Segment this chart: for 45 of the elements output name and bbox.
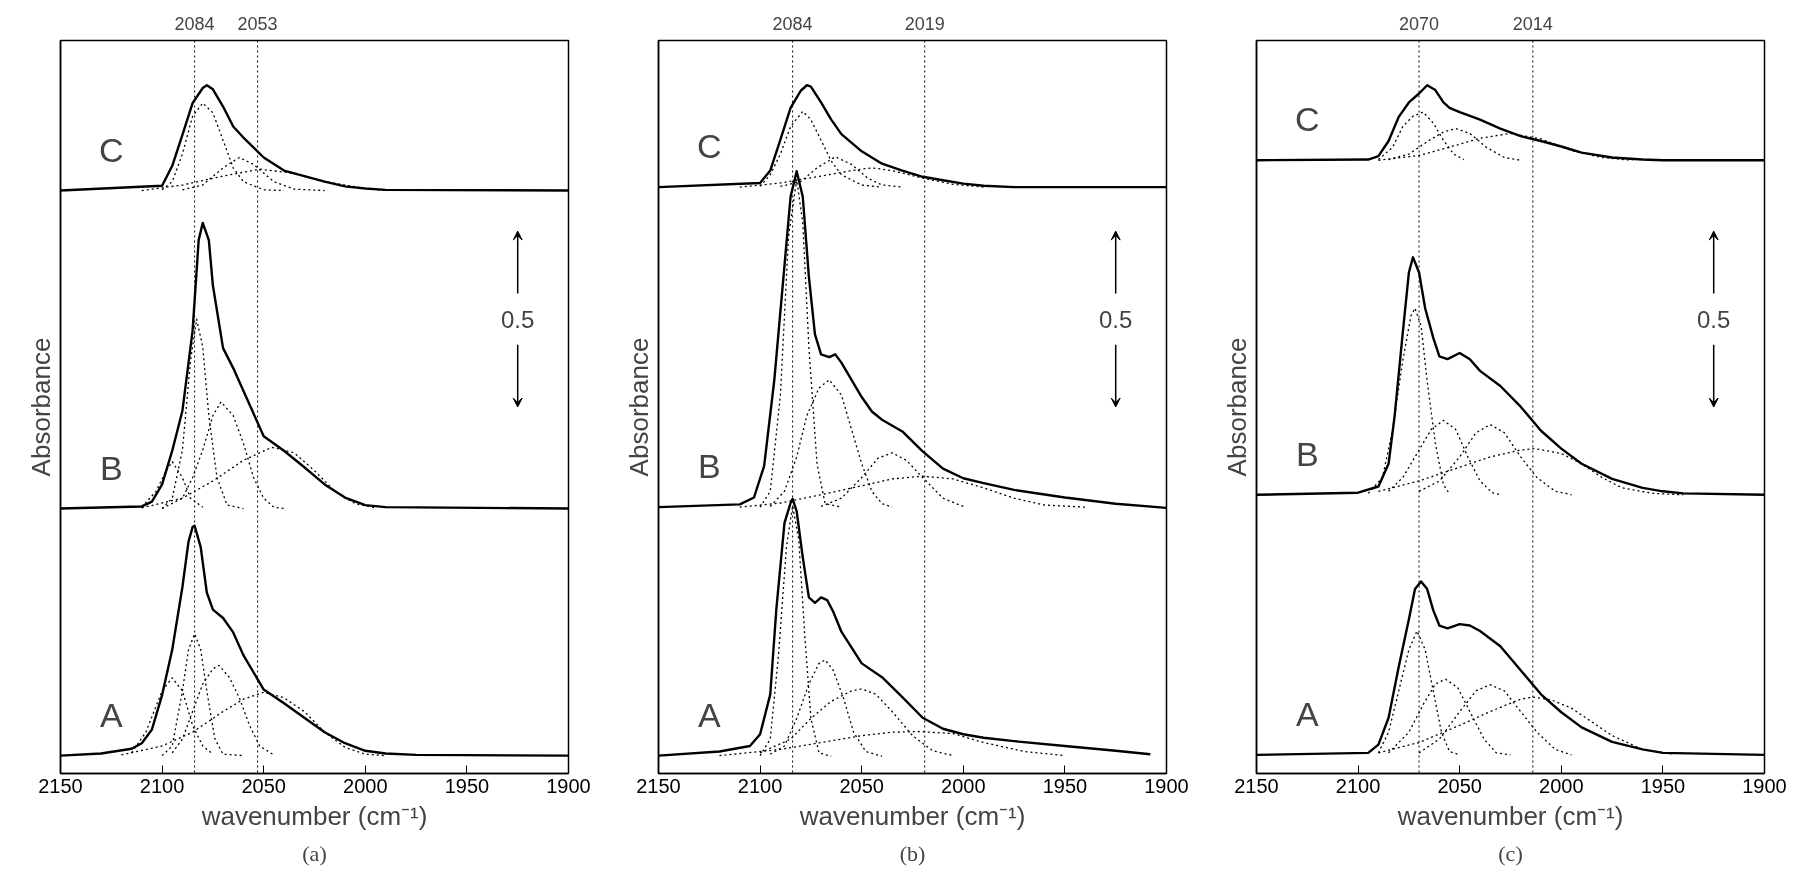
x-tick-label: 2050 [839, 774, 884, 797]
x-tick-label: 2050 [1437, 774, 1482, 797]
series-label: B [697, 447, 721, 486]
annotation: 0.5 [1697, 305, 1731, 333]
x-tick-label: 1950 [1042, 774, 1088, 797]
ref-line-label: 2084 [772, 13, 813, 34]
series-label: A [697, 695, 721, 734]
x-tick-label: 1950 [1640, 774, 1686, 797]
x-tick-label: 1900 [546, 774, 591, 797]
x-tick-label: 2150 [38, 774, 83, 797]
y-axis-title: Absorbance [1221, 337, 1252, 477]
x-tick-label: 2150 [636, 774, 681, 797]
x-axis-title: wavenumber (cm⁻¹) [798, 800, 1026, 831]
series-label: B [1295, 434, 1319, 473]
x-tick-label: 2000 [941, 774, 986, 797]
text: (a) [302, 840, 327, 866]
x-tick-label: 1900 [1144, 774, 1189, 797]
y-axis-title: Absorbance [623, 337, 654, 477]
ref-line-label: 2084 [174, 13, 215, 34]
ref-line-label: 2014 [1512, 13, 1553, 34]
ref-line-label: 2053 [237, 13, 278, 34]
text: (c) [1498, 840, 1523, 866]
series-label: B [99, 448, 123, 487]
series-label: A [99, 695, 123, 734]
x-tick-label: 2050 [241, 774, 286, 797]
ref-line-label: 2019 [904, 13, 945, 34]
series-label: C [1295, 100, 1320, 139]
x-tick-label: 2100 [139, 774, 185, 797]
series-label: C [697, 127, 722, 166]
x-axis-title: wavenumber (cm⁻¹) [1396, 800, 1624, 831]
ref-line-label: 2070 [1399, 13, 1440, 34]
x-tick-label: 1900 [1742, 774, 1787, 797]
series-label: A [1295, 694, 1319, 733]
series-label: C [99, 130, 124, 169]
x-tick-label: 2000 [1539, 774, 1584, 797]
x-tick-label: 2100 [1335, 774, 1381, 797]
x-tick-label: 2000 [343, 774, 388, 797]
x-tick-label: 2150 [1234, 774, 1279, 797]
x-axis-title: wavenumber (cm⁻¹) [200, 800, 428, 831]
x-tick-label: 1950 [444, 774, 490, 797]
text: (b) [899, 840, 926, 866]
annotation: 0.5 [501, 305, 535, 333]
y-axis-title: Absorbance [25, 337, 56, 477]
x-tick-label: 2100 [737, 774, 783, 797]
annotation: 0.5 [1099, 305, 1133, 333]
